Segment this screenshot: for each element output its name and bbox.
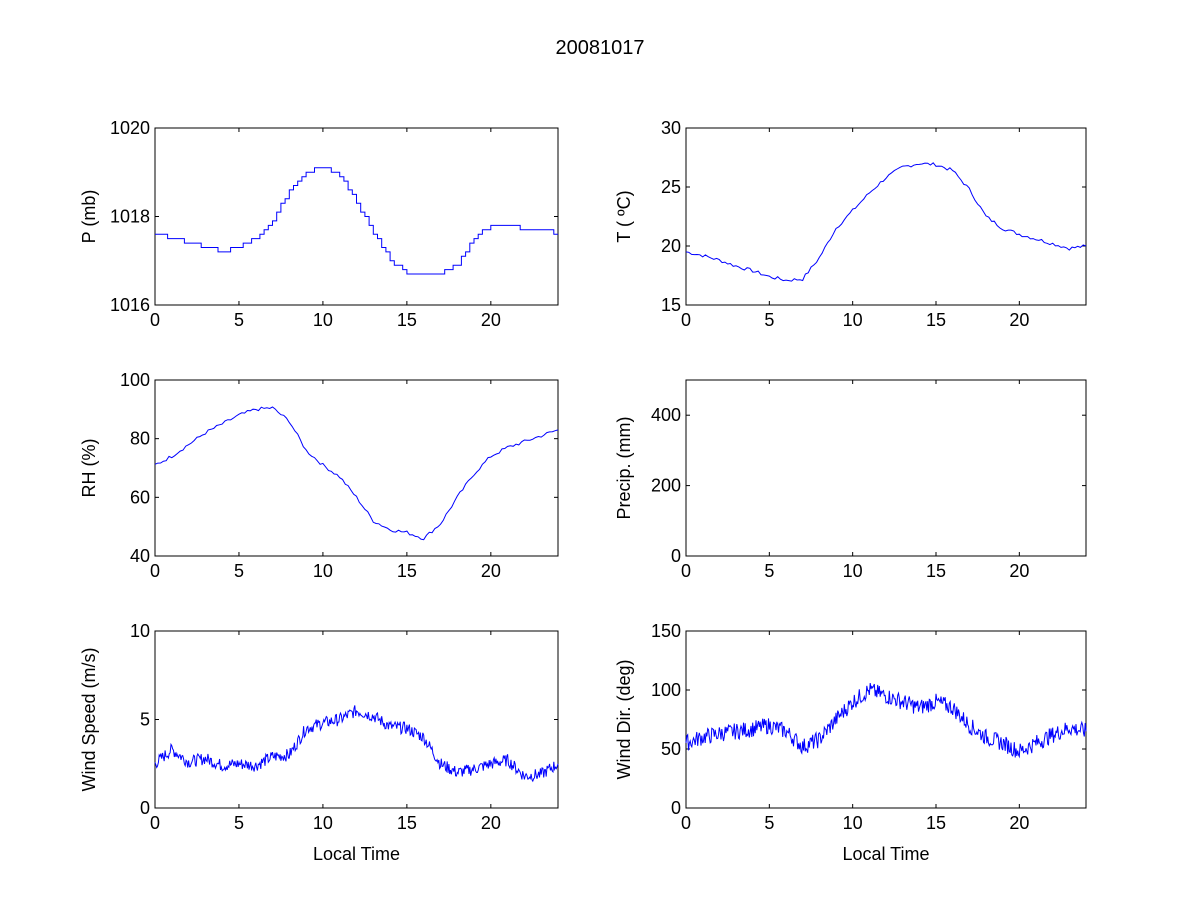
y-tick-label: 60 (130, 487, 150, 507)
series-line-pressure (155, 167, 558, 275)
y-tick-label: 150 (651, 621, 681, 641)
x-tick-label: 20 (481, 561, 501, 581)
y-tick-label: 40 (130, 546, 150, 566)
x-tick-label: 15 (397, 310, 417, 330)
x-tick-label: 5 (764, 310, 774, 330)
x-tick-label: 20 (1009, 310, 1029, 330)
x-tick-label: 0 (681, 561, 691, 581)
axes-frame (685, 630, 1087, 809)
x-tick-label: 5 (764, 561, 774, 581)
x-tick-label: 20 (1009, 561, 1029, 581)
series-line-windspeed (154, 705, 559, 783)
x-tick-label: 20 (481, 310, 501, 330)
x-tick-label: 5 (234, 561, 244, 581)
x-tick-label: 5 (234, 310, 244, 330)
y-tick-label: 0 (140, 798, 150, 818)
x-tick-label: 5 (234, 813, 244, 833)
axes-frame (685, 127, 1087, 306)
y-axis-label: Wind Dir. (deg) (614, 659, 634, 779)
x-tick-label: 15 (926, 310, 946, 330)
axes-frame (154, 630, 559, 809)
y-tick-label: 15 (661, 295, 681, 315)
figure-title: 20081017 (556, 37, 645, 59)
y-tick-label: 100 (651, 680, 681, 700)
y-axis-label: T ( ºC) (614, 190, 634, 242)
y-tick-label: 20 (661, 236, 681, 256)
x-tick-label: 20 (481, 813, 501, 833)
x-tick-label: 10 (843, 310, 863, 330)
x-tick-label: 0 (681, 813, 691, 833)
y-tick-label: 100 (120, 370, 150, 390)
subplot-winddir: 0 5 10 15 20 0 50 100 150 Wind Dir. (deg) Local Ti… (614, 621, 1087, 864)
x-tick-label: 0 (150, 813, 160, 833)
x-tick-label: 10 (313, 561, 333, 581)
y-axis-label: Precip. (mm) (614, 417, 634, 520)
x-tick-label: 15 (397, 813, 417, 833)
y-tick-label: 25 (661, 177, 681, 197)
x-tick-label: 20 (1009, 813, 1029, 833)
y-tick-label: 50 (661, 739, 681, 759)
series-line-humidity (154, 406, 559, 541)
y-tick-label: 10 (130, 621, 150, 641)
x-tick-label: 10 (313, 310, 333, 330)
x-tick-label: 0 (150, 310, 160, 330)
x-tick-label: 0 (150, 561, 160, 581)
y-tick-label: 400 (651, 405, 681, 425)
y-axis-label: P (mb) (79, 190, 99, 244)
subplot-humidity: 0 5 10 15 20 40 60 80 100 RH (%) (79, 370, 559, 581)
x-tick-label: 10 (313, 813, 333, 833)
y-tick-label: 1016 (110, 295, 150, 315)
y-tick-label: 30 (661, 118, 681, 138)
y-tick-label: 1018 (110, 207, 150, 227)
x-tick-label: 10 (843, 813, 863, 833)
subplot-pressure: 0 5 10 15 20 1016 1018 1020 P (mb) (79, 118, 559, 330)
y-axis-label: RH (%) (79, 439, 99, 498)
x-axis-label: Local Time (842, 844, 929, 864)
series-line-winddir (685, 683, 1087, 759)
axes-frame (154, 127, 559, 306)
series-line-temperature (685, 162, 1087, 282)
x-tick-label: 0 (681, 310, 691, 330)
x-tick-label: 15 (926, 813, 946, 833)
x-tick-label: 5 (764, 813, 774, 833)
x-tick-label: 15 (926, 561, 946, 581)
x-axis-label: Local Time (313, 844, 400, 864)
y-axis-label: Wind Speed (m/s) (79, 647, 99, 791)
axes-frame (154, 379, 559, 557)
subplot-temperature: 0 5 10 15 20 15 20 25 30 T ( ºC) (614, 118, 1087, 330)
y-tick-label: 200 (651, 476, 681, 496)
y-tick-label: 5 (140, 710, 150, 730)
subplot-windspeed: 0 5 10 15 20 0 5 10 Wind Speed (m/s) Local Time (79, 621, 559, 864)
y-tick-label: 80 (130, 429, 150, 449)
x-tick-label: 10 (843, 561, 863, 581)
axes-frame (685, 379, 1087, 557)
y-tick-label: 1020 (110, 118, 150, 138)
y-tick-label: 0 (671, 798, 681, 818)
x-tick-label: 15 (397, 561, 417, 581)
y-tick-label: 0 (671, 546, 681, 566)
